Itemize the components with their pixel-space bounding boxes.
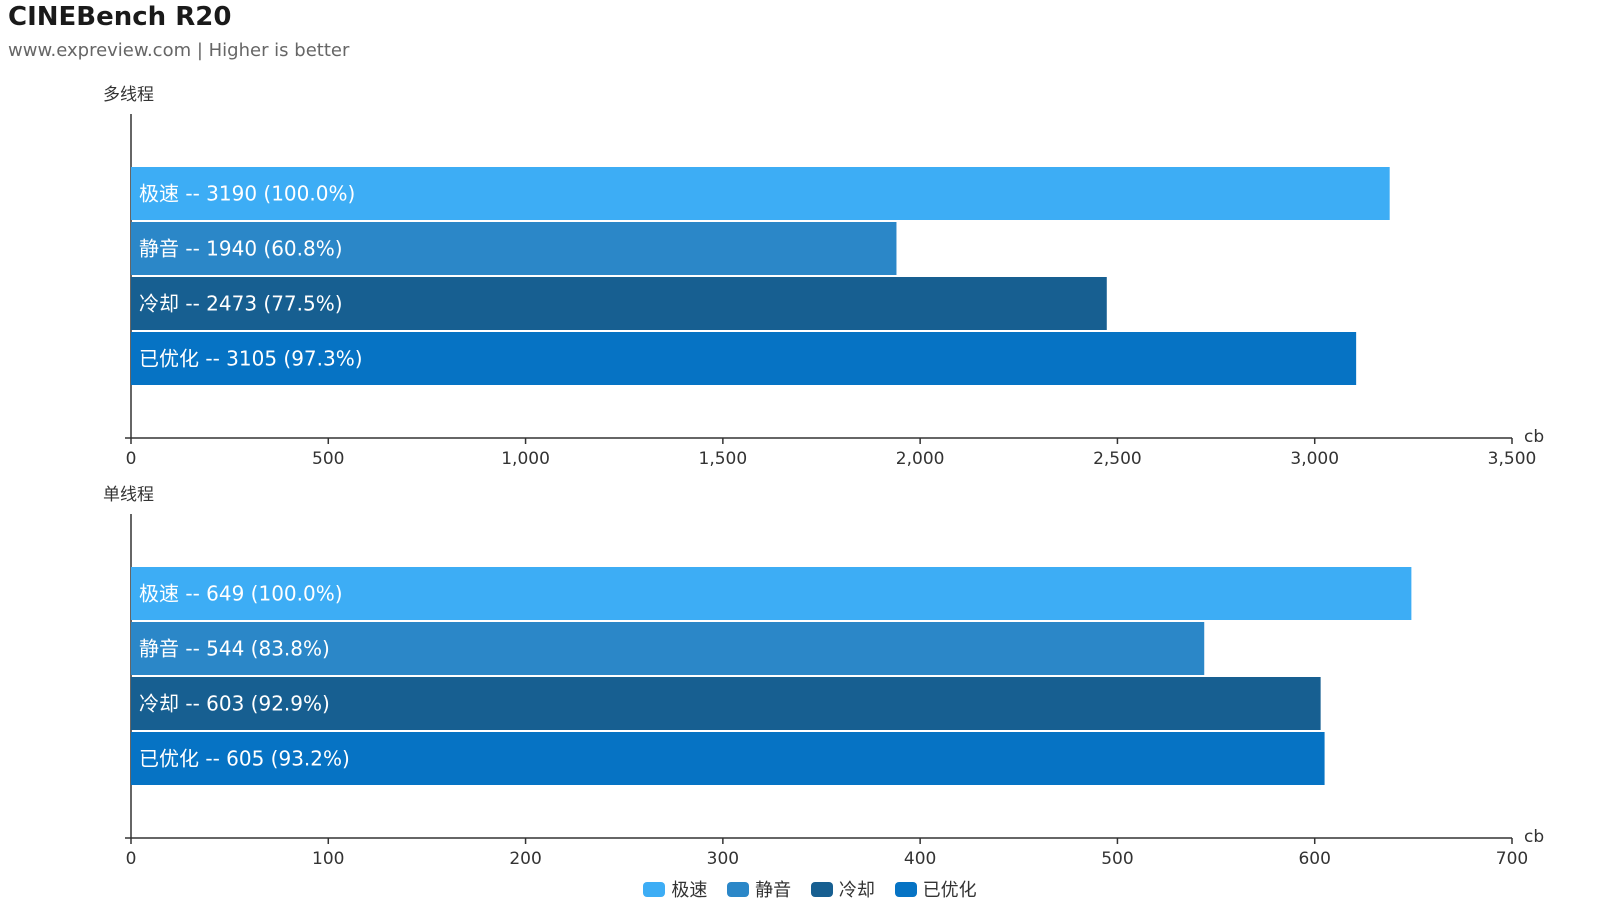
legend-label: 极速 [671,880,708,901]
x-tick-label: 0 [126,849,137,869]
legend-swatch [643,881,666,897]
chart-title: CINEBench R20 [8,2,232,32]
x-tick-label: 600 [1298,849,1330,869]
axis-unit-label: cb [1524,427,1544,447]
panel-title: 单线程 [103,485,154,505]
bar-label: 极速 -- 649 (100.0%) [139,582,343,606]
x-tick-label: 700 [1496,849,1528,869]
x-tick-label: 300 [707,849,739,869]
panel-title: 多线程 [103,85,154,105]
bar [131,332,1357,385]
bar [131,622,1205,675]
x-tick-label: 3,000 [1290,449,1339,469]
bar-label: 静音 -- 544 (83.8%) [139,637,330,661]
x-tick-label: 0 [126,449,137,469]
x-tick-label: 500 [312,449,344,469]
legend-item-jisu[interactable]: 极速 [643,876,707,902]
x-tick-label: 100 [312,849,344,869]
bar-label: 静音 -- 1940 (60.8%) [139,237,343,261]
legend-swatch [727,881,750,897]
chart-subtitle: www.expreview.com | Higher is better [8,40,350,61]
legend-label: 静音 [755,880,792,901]
bar [131,277,1107,330]
legend-item-lengque[interactable]: 冷却 [810,876,875,902]
x-tick-label: 500 [1101,849,1133,869]
x-tick-label: 1,500 [699,449,748,469]
bar [131,222,897,275]
x-tick-label: 2,500 [1093,449,1142,469]
legend: 极速 静音 冷却 已优化 [0,876,1620,902]
legend-item-youhua[interactable]: 已优化 [894,876,977,902]
bar-label: 极速 -- 3190 (100.0%) [139,182,355,206]
x-tick-label: 1,000 [501,449,550,469]
legend-label: 已优化 [922,880,977,901]
legend-swatch [894,881,917,897]
legend-swatch [810,881,833,897]
x-tick-label: 400 [904,849,936,869]
bar-label: 冷却 -- 603 (92.9%) [139,692,330,716]
bar [131,677,1321,730]
x-tick-label: 2,000 [896,449,945,469]
bar-label: 冷却 -- 2473 (77.5%) [139,292,343,316]
x-tick-label: 200 [509,849,541,869]
legend-label: 冷却 [838,880,875,901]
legend-item-jingyin[interactable]: 静音 [727,876,791,902]
bar [131,567,1412,620]
bar [131,167,1390,220]
bar-label: 已优化 -- 3105 (97.3%) [139,347,363,371]
bar [131,732,1325,785]
x-tick-label: 3,500 [1488,449,1537,469]
axis-unit-label: cb [1524,827,1544,847]
bar-label: 已优化 -- 605 (93.2%) [139,747,350,771]
